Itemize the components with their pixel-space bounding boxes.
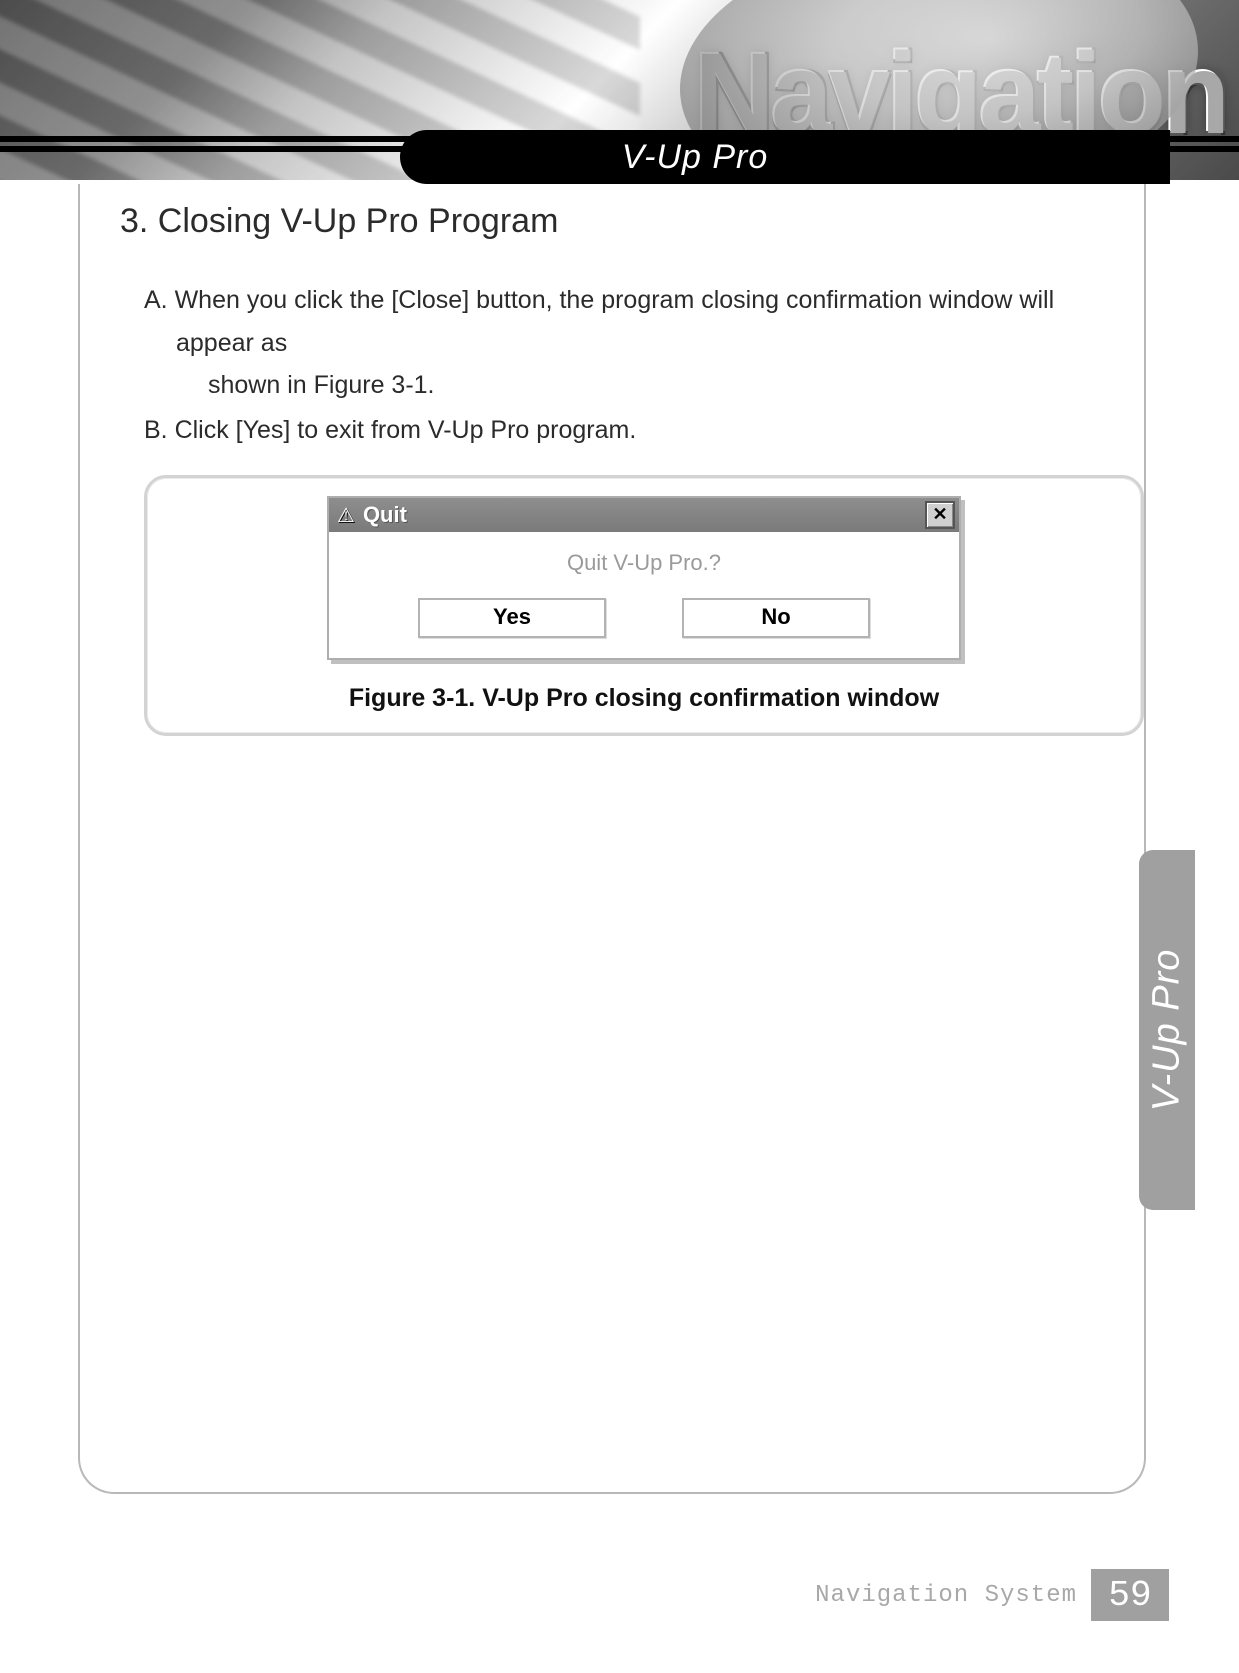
footer-label: Navigation System <box>815 1582 1077 1609</box>
warning-icon: ⚠ <box>337 503 355 528</box>
dialog-button-row: Yes No <box>329 598 959 638</box>
no-button[interactable]: No <box>682 598 870 638</box>
step-item: A. When you click the [Close] button, th… <box>144 279 1104 407</box>
page-number-box: 59 <box>1091 1569 1169 1621</box>
step-list: A. When you click the [Close] button, th… <box>144 279 1104 451</box>
figure-frame: ⚠ Quit ✕ Quit V-Up Pro.? Yes No Figure 3… <box>144 475 1144 736</box>
close-button[interactable]: ✕ <box>925 501 955 529</box>
dialog-message: Quit V-Up Pro.? <box>329 550 959 576</box>
section-heading: 3. Closing V-Up Pro Program <box>120 202 1104 241</box>
step-marker: B. <box>144 416 168 444</box>
step-text: Click [Yes] to exit from V-Up Pro progra… <box>175 416 637 444</box>
yes-button[interactable]: Yes <box>418 598 606 638</box>
page-number: 59 <box>1108 1575 1151 1616</box>
step-marker: A. <box>144 286 168 314</box>
side-tab-label: V-Up Pro <box>1146 949 1189 1112</box>
quit-dialog: ⚠ Quit ✕ Quit V-Up Pro.? Yes No <box>327 496 961 660</box>
side-tab: V-Up Pro <box>1139 850 1195 1210</box>
dialog-body: Quit V-Up Pro.? Yes No <box>329 532 959 658</box>
section-pill: V-Up Pro <box>400 130 1170 184</box>
page-footer: Navigation System 59 <box>815 1569 1169 1621</box>
figure-caption: Figure 3-1. V-Up Pro closing confirmatio… <box>167 684 1121 713</box>
section-pill-label: V-Up Pro <box>400 130 1170 184</box>
step-text-cont: shown in Figure 3-1. <box>176 364 1104 407</box>
dialog-titlebar: ⚠ Quit ✕ <box>329 498 959 532</box>
step-item: B. Click [Yes] to exit from V-Up Pro pro… <box>144 409 1104 452</box>
dialog-title: Quit <box>363 502 925 528</box>
step-text: When you click the [Close] button, the p… <box>175 286 1055 357</box>
content-panel: 3. Closing V-Up Pro Program A. When you … <box>78 184 1146 1494</box>
